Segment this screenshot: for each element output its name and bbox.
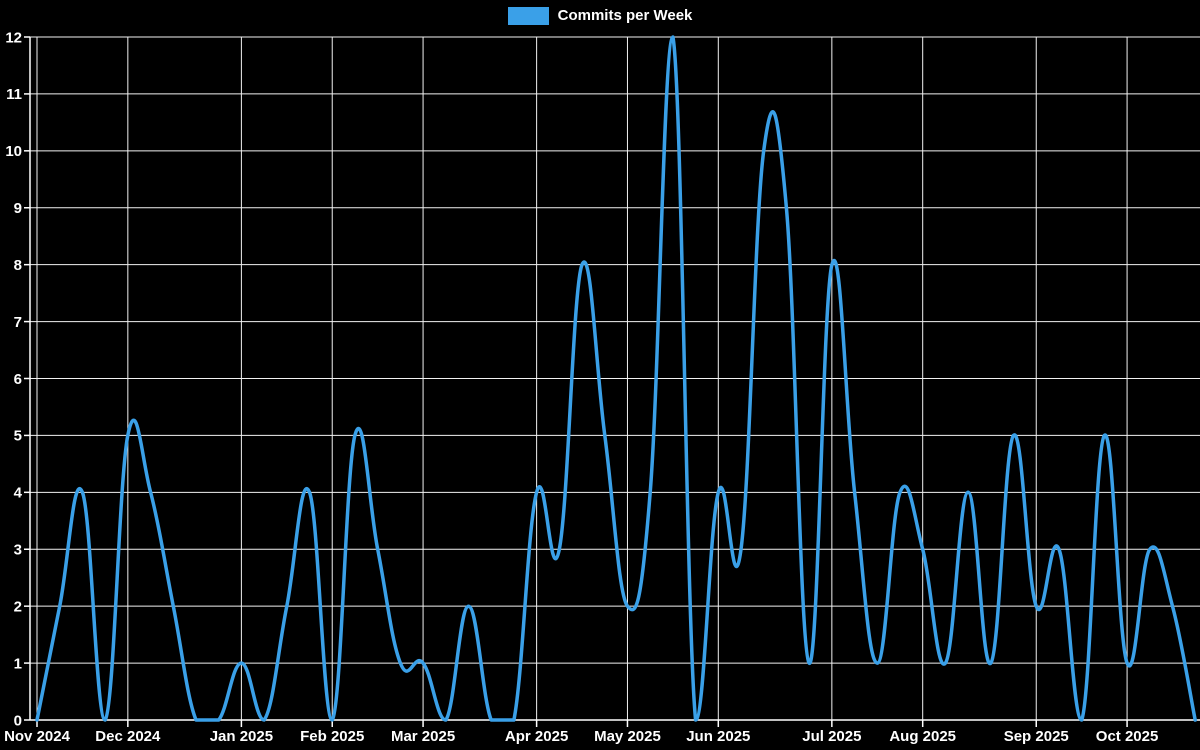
y-tick-label: 4 bbox=[14, 485, 23, 502]
x-tick-label: Dec 2024 bbox=[95, 728, 161, 745]
x-tick-label: Mar 2025 bbox=[391, 728, 455, 745]
y-tick-label: 3 bbox=[14, 542, 22, 559]
x-tick-label: Apr 2025 bbox=[505, 728, 568, 745]
legend-item-commits-per-week[interactable]: Commits per Week bbox=[507, 7, 693, 25]
y-tick-label: 9 bbox=[14, 200, 22, 217]
x-tick-label: Aug 2025 bbox=[889, 728, 956, 745]
y-tick-label: 11 bbox=[6, 86, 22, 103]
y-tick-label: 12 bbox=[5, 29, 22, 46]
y-tick-label: 2 bbox=[14, 598, 22, 615]
y-tick-label: 7 bbox=[14, 314, 22, 331]
y-tick-label: 5 bbox=[14, 428, 22, 445]
x-tick-label: Feb 2025 bbox=[300, 728, 364, 745]
chart-legend: Commits per Week bbox=[0, 7, 1200, 25]
legend-label: Commits per Week bbox=[557, 7, 693, 24]
y-tick-label: 8 bbox=[14, 257, 22, 274]
legend-swatch-icon bbox=[507, 7, 549, 25]
x-tick-label: Jan 2025 bbox=[210, 728, 273, 745]
x-tick-label: Sep 2025 bbox=[1004, 728, 1069, 745]
x-tick-label: Jun 2025 bbox=[686, 728, 750, 745]
y-tick-label: 10 bbox=[5, 143, 22, 160]
y-tick-label: 6 bbox=[14, 371, 22, 388]
commits-line-series[interactable] bbox=[35, 35, 1197, 722]
x-tick-label: Oct 2025 bbox=[1096, 728, 1159, 745]
x-tick-label: Nov 2024 bbox=[4, 728, 71, 745]
y-tick-label: 0 bbox=[14, 712, 22, 729]
x-tick-label: May 2025 bbox=[594, 728, 661, 745]
y-tick-label: 1 bbox=[14, 655, 22, 672]
x-tick-label: Jul 2025 bbox=[802, 728, 861, 745]
